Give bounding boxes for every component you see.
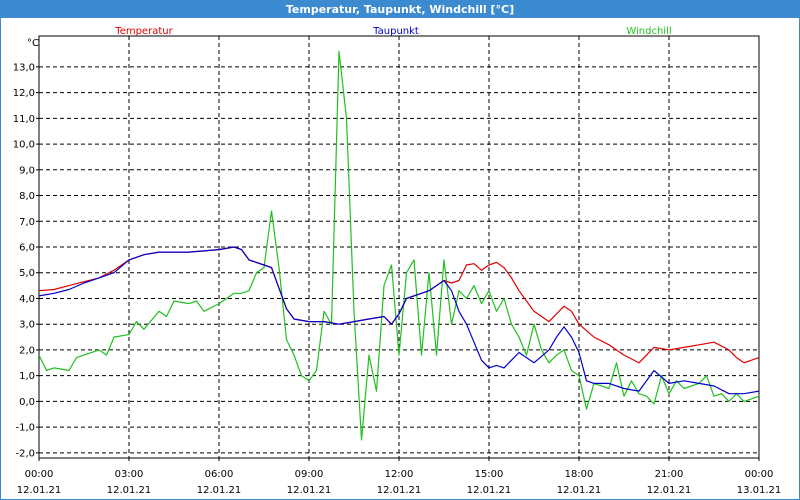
legend-temperatur: Temperatur: [114, 26, 173, 37]
x-tick-time-label: 00:00: [25, 469, 54, 480]
x-tick-date-label: 13.01.21: [737, 485, 782, 496]
x-tick-time-label: 21:00: [655, 469, 684, 480]
x-tick-time-label: 06:00: [205, 469, 234, 480]
window-title: Temperatur, Taupunkt, Windchill [°C]: [1, 1, 799, 18]
x-tick-date-label: 12.01.21: [647, 485, 692, 496]
y-tick-label: -1,0: [15, 423, 35, 434]
y-tick-label: 2,0: [19, 345, 35, 356]
series-line-windchill: [39, 50, 759, 441]
x-tick-time-label: 12:00: [385, 469, 414, 480]
x-tick-time-label: 09:00: [295, 469, 324, 480]
x-tick-date-label: 12.01.21: [197, 485, 242, 496]
y-tick-label: 13,0: [13, 62, 35, 73]
y-tick-label: 8,0: [19, 191, 35, 202]
y-tick-label: 9,0: [19, 165, 35, 176]
y-tick-label: 7,0: [19, 217, 35, 228]
x-tick-date-label: 12.01.21: [287, 485, 332, 496]
x-tick-date-label: 12.01.21: [377, 485, 422, 496]
x-tick-time-label: 15:00: [475, 469, 504, 480]
y-tick-label: 3,0: [19, 320, 35, 331]
y-tick-label: 5,0: [19, 268, 35, 279]
x-tick-time-label: 18:00: [565, 469, 594, 480]
y-tick-label: 0,0: [19, 397, 35, 408]
y-tick-label: 12,0: [13, 88, 35, 99]
series-line-taupunkt: [39, 246, 759, 395]
legend-taupunkt: Taupunkt: [372, 26, 419, 37]
y-tick-label: 11,0: [13, 114, 35, 125]
x-tick-time-label: 03:00: [115, 469, 144, 480]
x-tick-date-label: 12.01.21: [467, 485, 512, 496]
y-tick-label: 6,0: [19, 243, 35, 254]
x-tick-date-label: 12.01.21: [17, 485, 62, 496]
x-tick-date-label: 12.01.21: [107, 485, 152, 496]
y-tick-label: 4,0: [19, 294, 35, 305]
x-tick-time-label: 00:00: [745, 469, 774, 480]
y-tick-label: 10,0: [13, 140, 35, 151]
y-tick-label: -2,0: [15, 448, 35, 459]
y-tick-label: 1,0: [19, 371, 35, 382]
x-tick-date-label: 12.01.21: [557, 485, 602, 496]
y-axis-unit-label: °C: [27, 38, 39, 49]
legend-windchill: Windchill: [626, 26, 671, 37]
